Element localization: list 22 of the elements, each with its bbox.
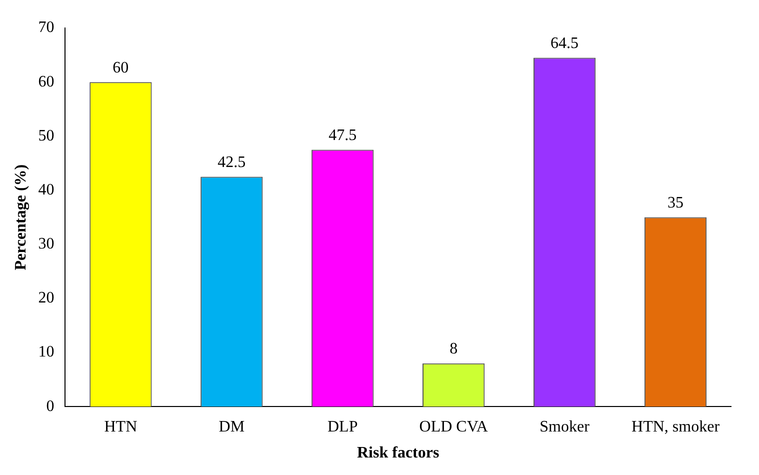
data-label: 47.5	[328, 126, 357, 144]
y-tick-label: 20	[38, 290, 54, 307]
y-tick-label: 10	[38, 344, 54, 361]
data-label: 42.5	[218, 154, 246, 171]
data-label: 8	[450, 340, 458, 358]
x-tick-label: DM	[218, 418, 245, 436]
x-axis-title: Risk factors	[356, 444, 440, 462]
y-tick-label: 60	[38, 73, 54, 90]
y-tick-label: 30	[38, 236, 54, 253]
x-tick-label: OLD CVA	[419, 418, 488, 436]
y-tick-label: 40	[38, 181, 54, 198]
y-axis-title: Percentage (%)	[12, 164, 30, 270]
x-tick-label: Smoker	[540, 418, 590, 436]
y-tick-label: 50	[38, 127, 54, 144]
data-label: 60	[112, 59, 129, 76]
y-tick-label: 0	[46, 398, 54, 415]
x-tick-label: HTN	[104, 418, 138, 436]
x-tick-label: DLP	[328, 418, 358, 436]
y-tick-label: 70	[38, 19, 54, 36]
x-tick-label: HTN, smoker	[632, 418, 720, 436]
data-label: 35	[668, 194, 684, 212]
data-label: 64.5	[550, 34, 579, 52]
